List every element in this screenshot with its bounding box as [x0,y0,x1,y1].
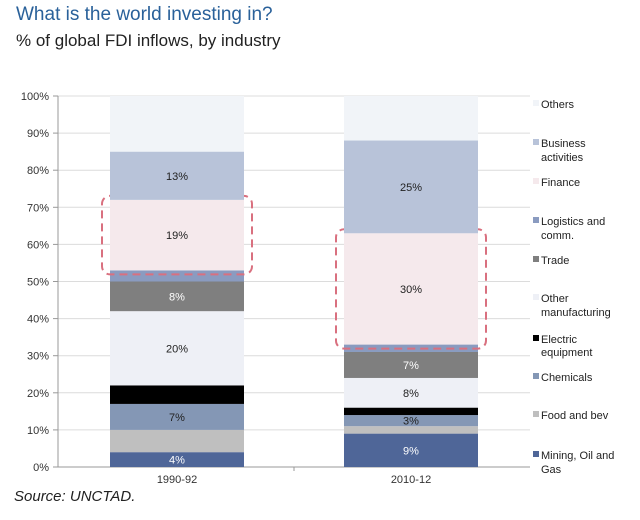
legend-entry: Mining, Oil and Gas [541,450,614,476]
legend-entry: Chemicals [541,372,593,384]
bar-segment-mining-oil-and-gas [110,452,244,467]
legend-swatch [533,217,539,223]
data-label: 4% [169,455,185,467]
data-label: 13% [166,171,188,183]
bar-segment-chemicals [344,415,478,427]
y-tick-label: 10% [27,425,49,437]
bar-segment-trade [344,351,478,378]
data-label: 7% [403,360,419,372]
legend-swatch [533,256,539,262]
bar-segment-food-and-bev [344,426,478,434]
legend-entry: Others [541,99,575,111]
bar-segment-others [110,96,244,152]
legend-swatch [533,451,539,457]
bar-segment-others [344,96,478,141]
bar-segment-trade [110,281,244,312]
legend-swatch [533,373,539,379]
data-label: 8% [403,388,419,400]
legend-swatch [533,178,539,184]
data-label: 9% [403,445,419,457]
bar-segment-food-and-bev [110,429,244,453]
y-tick-label: 60% [27,239,49,251]
x-tick-label: 1990-92 [157,474,197,486]
bar-segment-finance [344,233,478,345]
bar-segment-business-activities [344,140,478,234]
data-label: 30% [400,284,422,296]
legend-entry: Finance [541,177,580,189]
legend-swatch [533,294,539,300]
y-tick-label: 20% [27,388,49,400]
y-tick-label: 30% [27,351,49,363]
legend-entry: Trade [541,255,569,267]
data-label: 20% [166,343,188,355]
bar-segment-electric-equipment [344,407,478,416]
legend-entry: Business activities [541,138,586,164]
x-tick-label: 2010-12 [391,474,431,486]
data-label: 7% [169,412,185,424]
bar-segment-business-activities [110,151,244,200]
y-tick-label: 50% [27,277,49,289]
legend-swatch [533,411,539,417]
bar-segment-chemicals [110,403,244,430]
chart-subtitle: % of global FDI inflows, by industry [16,31,281,50]
data-label: 8% [169,291,185,303]
y-tick-label: 90% [27,128,49,140]
bar-segment-finance [110,199,244,271]
y-tick-label: 80% [27,165,49,177]
data-label: 25% [400,182,422,194]
source-note: Source: UNCTAD. [14,488,136,505]
legend-swatch [533,139,539,145]
y-tick-label: 70% [27,202,49,214]
bar-segment-other-manufacturing [344,377,478,408]
y-tick-label: 40% [27,314,49,326]
y-tick-label: 100% [21,91,49,103]
legend-entry: Other manufacturing [541,293,611,319]
y-tick-label: 0% [33,462,49,474]
data-label: 3% [403,416,419,428]
legend-entry: Food and bev [541,410,609,422]
data-label: 19% [166,230,188,242]
bar-segment-mining-oil-and-gas [344,433,478,467]
bar-segment-electric-equipment [110,385,244,404]
legend-entry: Electric equipment [541,334,592,359]
legend-swatch [533,100,539,106]
legend-entry: Logistics and comm. [541,216,605,242]
bar-segment-other-manufacturing [110,311,244,386]
chart-title: What is the world investing in? [16,4,273,25]
bar-segment-logistics-and-comm- [110,270,244,282]
legend-swatch [533,335,539,341]
